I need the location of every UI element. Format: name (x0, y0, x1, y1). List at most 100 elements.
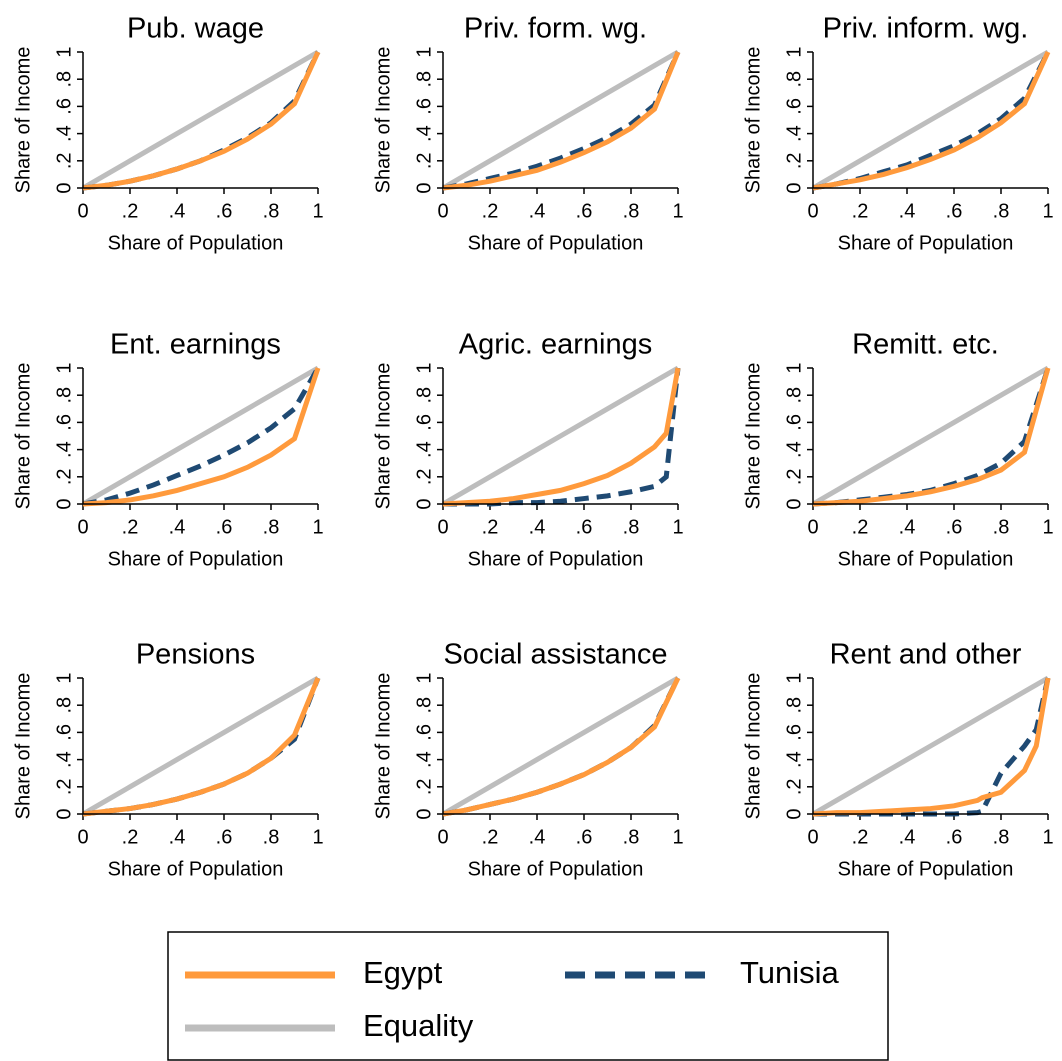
x-tick-label: .4 (899, 826, 916, 848)
x-tick-label: 1 (312, 826, 323, 848)
x-tick-label: .2 (482, 200, 499, 222)
x-axis-label: Share of Population (838, 232, 1014, 254)
x-axis-label: Share of Population (838, 548, 1014, 570)
legend-label: Tunisia (740, 955, 840, 990)
line-series (81, 49, 320, 191)
y-tick-label: 1 (413, 672, 435, 683)
x-tick-label: .6 (216, 516, 233, 538)
panel-title: Ent. earnings (110, 329, 281, 361)
line-series (81, 365, 320, 507)
y-axis-label: Share of Income (12, 47, 34, 194)
line-series (812, 50, 1051, 191)
x-tick-label: .4 (169, 826, 186, 848)
y-tick-label: 1 (783, 362, 805, 373)
y-axis-label: Share of Income (742, 673, 764, 820)
x-tick-label: 1 (312, 200, 323, 222)
x-tick-label: .4 (529, 826, 546, 848)
panel-title: Agric. earnings (459, 329, 652, 361)
y-tick-label: 0 (783, 498, 805, 509)
x-tick-label: 1 (312, 516, 323, 538)
x-tick-label: .8 (993, 516, 1010, 538)
x-tick-label: .6 (576, 826, 593, 848)
line-series (812, 367, 1051, 507)
x-tick-label: .8 (263, 200, 280, 222)
y-tick-label: 0 (53, 182, 75, 193)
y-tick-label: 1 (413, 362, 435, 373)
x-tick-label: .6 (216, 826, 233, 848)
x-tick-label: .4 (529, 516, 546, 538)
x-tick-label: 0 (807, 516, 818, 538)
y-axis-label: Share of Income (12, 673, 34, 820)
y-tick-label: .4 (783, 125, 805, 142)
x-tick-label: .2 (482, 516, 499, 538)
x-tick-label: .8 (993, 200, 1010, 222)
x-tick-label: .6 (216, 200, 233, 222)
line-series (812, 50, 1051, 191)
y-tick-label: .2 (783, 468, 805, 485)
x-tick-label: .4 (899, 200, 916, 222)
y-axis-label: Share of Income (372, 673, 394, 820)
x-axis-label: Share of Population (108, 232, 284, 254)
x-tick-label: .4 (169, 200, 186, 222)
x-tick-label: .8 (623, 516, 640, 538)
y-tick-label: .4 (413, 751, 435, 768)
x-tick-label: .2 (122, 516, 139, 538)
y-axis-label: Share of Income (12, 363, 34, 510)
line-series (441, 365, 680, 507)
line-series (441, 675, 680, 817)
x-tick-label: .2 (482, 826, 499, 848)
y-tick-label: .8 (783, 387, 805, 404)
y-tick-label: .4 (53, 751, 75, 768)
panel-title: Priv. form. wg. (464, 13, 647, 45)
y-axis-label: Share of Income (372, 47, 394, 194)
y-tick-label: .8 (53, 387, 75, 404)
y-tick-label: .4 (413, 441, 435, 458)
panel-title: Social assistance (443, 639, 667, 671)
y-tick-label: .2 (53, 468, 75, 485)
x-tick-label: .2 (122, 200, 139, 222)
panel-title: Remitt. etc. (852, 329, 999, 361)
x-axis-label: Share of Population (838, 858, 1014, 880)
y-tick-label: .2 (413, 778, 435, 795)
x-tick-label: .2 (852, 200, 869, 222)
y-tick-label: .8 (53, 697, 75, 714)
y-tick-label: .6 (783, 414, 805, 431)
line-series (442, 676, 681, 817)
y-axis-label: Share of Income (372, 363, 394, 510)
panel-title: Priv. inform. wg. (823, 13, 1029, 45)
x-tick-label: 1 (672, 516, 683, 538)
x-axis-label: Share of Population (468, 232, 644, 254)
line-series (81, 675, 320, 817)
y-tick-label: .2 (53, 152, 75, 169)
legend-box (167, 931, 889, 1061)
y-tick-label: .6 (413, 98, 435, 115)
y-tick-label: .8 (53, 71, 75, 88)
y-tick-label: .4 (783, 751, 805, 768)
y-tick-label: 1 (783, 46, 805, 57)
x-axis-label: Share of Population (108, 548, 284, 570)
line-series (811, 365, 1050, 507)
y-tick-label: .2 (783, 152, 805, 169)
y-tick-label: 0 (53, 808, 75, 819)
line-series (811, 49, 1050, 191)
x-axis-label: Share of Population (468, 548, 644, 570)
legend-label: Equality (363, 1008, 474, 1043)
x-tick-label: 0 (807, 826, 818, 848)
x-tick-label: 0 (807, 200, 818, 222)
panel-title: Rent and other (830, 639, 1022, 671)
y-tick-label: 0 (413, 182, 435, 193)
line-series (82, 677, 321, 817)
y-tick-label: .2 (413, 152, 435, 169)
x-tick-label: .8 (993, 826, 1010, 848)
y-tick-label: .4 (413, 125, 435, 142)
line-series (811, 675, 1050, 817)
x-tick-label: 1 (1042, 516, 1053, 538)
y-tick-label: .2 (53, 778, 75, 795)
x-tick-label: .8 (623, 200, 640, 222)
x-tick-label: 1 (672, 200, 683, 222)
y-tick-label: .4 (53, 125, 75, 142)
x-tick-label: .4 (529, 200, 546, 222)
line-series (441, 49, 680, 191)
